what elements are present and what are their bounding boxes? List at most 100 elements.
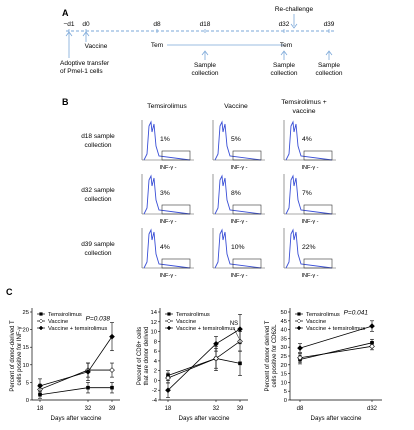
histogram-r0-c1: 5% INF-γ -	[212, 120, 265, 171]
legend-label-2: Vaccine + temsirolimus	[176, 326, 235, 332]
row-label-2-line1: d39 sample	[81, 241, 115, 248]
y-tick-label: 10	[23, 363, 29, 369]
histogram-xlabel: INF-γ -	[301, 165, 318, 171]
legend-square-marker	[167, 312, 171, 316]
histogram-curve	[143, 228, 191, 269]
annotation-label: P=0.038	[86, 315, 111, 322]
series-line	[39, 387, 112, 396]
tick-label-d32: d32	[279, 21, 290, 28]
annotation-label: P=0.041	[344, 309, 369, 316]
y-tick-label: 6	[154, 349, 157, 355]
histogram-r1-c0: 3% INF-γ -	[141, 174, 194, 225]
legend-label-0: Temsirolimus	[306, 312, 340, 318]
rechallenge-label: Re-challenge	[275, 6, 314, 13]
x-tick-label: 18	[165, 406, 172, 412]
adoptive-label-line1: Adoptive transfer	[60, 60, 110, 67]
gate-box	[161, 204, 191, 215]
gate-box	[232, 204, 262, 215]
series-1	[165, 331, 243, 384]
x-axis-label: Days after vaccine	[311, 415, 362, 422]
legend-label-1: Vaccine	[176, 319, 196, 325]
legend-filled-diamond-marker	[166, 325, 172, 331]
series-line	[299, 342, 373, 360]
tick-label-d39: d39	[324, 21, 335, 28]
chart-0: 0 5 10 15 20 25 18 32 39 Days after vaccine Percen…	[10, 308, 120, 422]
column-header-1-line0: Vaccine	[224, 103, 248, 110]
x-tick-label: d32	[367, 406, 378, 412]
y-tick-label: 25	[23, 310, 29, 316]
series-0	[298, 338, 374, 365]
legend-square-marker	[297, 312, 301, 316]
y-tick-label: 25	[281, 354, 287, 360]
series-line	[299, 325, 373, 349]
series-line	[167, 341, 241, 379]
y-tick-label: 0	[154, 378, 157, 384]
open-diamond-marker	[109, 367, 115, 373]
gate-box	[232, 258, 262, 269]
row-label-1-line1: d32 sample	[81, 187, 115, 194]
open-diamond-marker	[297, 354, 303, 361]
vaccine-label: Vaccine	[85, 43, 108, 50]
gate-box	[161, 150, 191, 161]
y-axis-label-line2: cells positive for CD62L	[272, 324, 278, 388]
series-line	[167, 328, 241, 391]
tem-label-1: Tem	[151, 42, 163, 49]
x-axis-label: Days after vaccine	[179, 415, 230, 422]
series-2	[297, 320, 375, 353]
y-tick-label: 15	[23, 345, 29, 351]
y-tick-label: 35	[281, 336, 287, 342]
row-label-1-line2: collection	[84, 196, 111, 203]
y-tick-label: 5	[26, 380, 29, 386]
histogram-curve	[285, 228, 333, 269]
histogram-r1-c2: 7% INF-γ -	[283, 174, 336, 225]
gate-percent: 7%	[302, 190, 312, 197]
y-tick-label: 10	[281, 380, 287, 386]
histogram-curve	[143, 174, 191, 215]
gate-percent: 8%	[231, 190, 241, 197]
square-marker	[110, 385, 114, 390]
gate-percent: 4%	[302, 136, 312, 143]
x-tick-label: 39	[237, 406, 244, 412]
gate-percent: 22%	[302, 244, 316, 251]
legend-open-diamond-marker	[296, 318, 302, 324]
y-tick-label: 50	[281, 310, 287, 316]
gate-percent: 3%	[160, 190, 170, 197]
histogram-curve	[143, 120, 191, 161]
column-header-0-line0: Temsirolimus	[147, 103, 187, 110]
y-axis-label-line2: cells positive for INF-γ	[17, 326, 23, 385]
annotation-pointer	[233, 328, 240, 339]
y-tick-label: 20	[281, 363, 287, 369]
tick-label-d0: d0	[82, 21, 90, 28]
filled-diamond-marker	[85, 369, 91, 375]
histogram-xlabel: INF-γ -	[230, 165, 247, 171]
y-tick-label: 40	[281, 328, 287, 334]
filled-diamond-marker	[237, 326, 243, 332]
legend-label-0: Temsirolimus	[48, 312, 82, 318]
series-2	[165, 314, 243, 398]
y-tick-label: 0	[26, 398, 29, 404]
square-marker	[238, 361, 242, 366]
row-label-0-line1: d18 sample	[81, 133, 115, 140]
y-axis-label-line1: Percent of CD8+ cells	[137, 327, 143, 385]
y-tick-label: 10	[151, 330, 157, 336]
gate-percent: 1%	[160, 136, 170, 143]
gate-percent: 10%	[231, 244, 245, 251]
y-axis-label-line1: Percent of donor derived T	[265, 320, 271, 391]
histogram-xlabel: INF-γ -	[230, 219, 247, 225]
legend-open-diamond-marker	[166, 318, 172, 324]
y-axis-label-line1: Percent of donor-derived T	[10, 320, 16, 392]
series-2	[37, 322, 115, 394]
histogram-r0-c2: 4% INF-γ -	[283, 120, 336, 171]
x-axis-label: Days after vaccine	[51, 415, 102, 422]
adoptive-label-line2: of Pmel-1 cells	[60, 68, 103, 75]
histogram-xlabel: INF-γ -	[159, 165, 176, 171]
y-tick-label: 0	[284, 398, 287, 404]
series-line	[39, 369, 112, 390]
open-diamond-marker	[213, 355, 219, 362]
y-tick-label: 30	[281, 345, 287, 351]
histogram-xlabel: INF-γ -	[230, 273, 247, 279]
legend-label-1: Vaccine	[48, 319, 68, 325]
tick-label-d8: d8	[153, 21, 161, 28]
y-tick-label: 5	[284, 389, 287, 395]
